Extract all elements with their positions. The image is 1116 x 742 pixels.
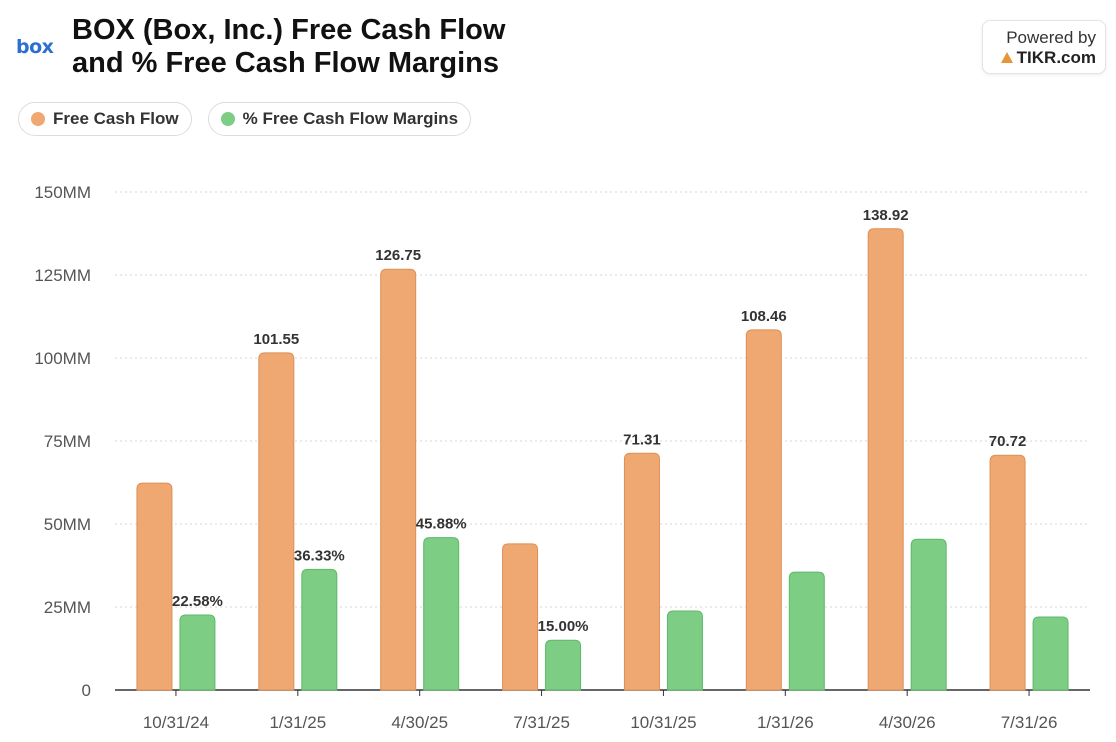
fcf-margin-bar — [910, 538, 947, 691]
fcf-margin-bar — [788, 571, 825, 691]
legend-label: Free Cash Flow — [53, 109, 179, 128]
data-label: 108.46 — [741, 308, 787, 325]
chart-title-line-2: and % Free Cash Flow Margins — [72, 47, 500, 79]
fcf-bar — [380, 268, 417, 691]
data-label: 126.75 — [375, 247, 421, 264]
fcf-bar — [623, 452, 660, 691]
y-tick-label: 100MM — [34, 349, 91, 368]
y-tick-label: 75MM — [44, 432, 91, 451]
fcf-margin-bar — [666, 610, 703, 691]
legend-dot-icon — [220, 112, 235, 126]
fcf-margin-bar — [179, 614, 216, 691]
fcf-bar — [989, 454, 1026, 691]
data-label: 15.00% — [538, 618, 589, 635]
fcf-bar — [502, 543, 539, 691]
data-label: 45.88% — [416, 516, 467, 533]
fcf-bar — [745, 329, 782, 691]
fcf-bar — [136, 482, 173, 691]
data-label: 101.55 — [253, 331, 299, 348]
data-label: 22.58% — [172, 593, 223, 610]
x-tick-label: 1/31/25 — [269, 713, 326, 732]
chart-header: box BOX (Box, Inc.) Free Cash Flow and %… — [0, 0, 1116, 100]
y-tick-label: 25MM — [44, 598, 91, 617]
legend-item-fcf-margins[interactable]: % Free Cash Flow Margins — [207, 102, 472, 136]
powered-by-badge[interactable]: Powered by TIKR.com — [982, 20, 1106, 74]
fcf-margin-bar — [1032, 616, 1069, 691]
fcf-margin-bar — [301, 568, 338, 691]
y-tick-label: 50MM — [44, 515, 91, 534]
data-label: 36.33% — [294, 547, 345, 564]
y-tick-label: 0 — [82, 681, 91, 700]
data-label: 71.31 — [623, 431, 661, 448]
chart-legend: Free Cash Flow % Free Cash Flow Margins — [18, 102, 472, 136]
tikr-logo-icon — [1000, 52, 1013, 63]
fcf-bar — [258, 352, 295, 691]
fcf-margin-bar — [545, 639, 582, 691]
tikr-brand-text: TIKR.com — [1016, 48, 1096, 67]
powered-by-text: Powered by — [1006, 28, 1096, 47]
legend-dot-icon — [31, 112, 45, 126]
fcf-margin-bar — [423, 537, 460, 691]
x-tick-label: 10/31/25 — [630, 713, 696, 732]
x-tick-label: 10/31/24 — [143, 713, 209, 732]
chart-title: BOX (Box, Inc.) Free Cash Flow and % Fre… — [72, 14, 632, 80]
x-tick-label: 1/31/26 — [757, 713, 814, 732]
x-tick-label: 7/31/26 — [1001, 713, 1058, 732]
chart-title-line-1: BOX (Box, Inc.) Free Cash Flow — [72, 14, 506, 46]
data-label: 70.72 — [989, 433, 1027, 450]
y-tick-label: 125MM — [34, 266, 91, 285]
data-label: 138.92 — [863, 207, 909, 224]
box-logo: box — [16, 36, 54, 58]
x-tick-label: 4/30/26 — [879, 713, 936, 732]
legend-item-free-cash-flow[interactable]: Free Cash Flow — [18, 102, 192, 136]
x-tick-label: 4/30/25 — [391, 713, 448, 732]
x-tick-label: 7/31/25 — [513, 713, 570, 732]
tikr-brand: TIKR.com — [983, 48, 1096, 68]
y-tick-label: 150MM — [34, 183, 91, 202]
fcf-bar — [867, 228, 904, 691]
legend-label: % Free Cash Flow Margins — [242, 109, 459, 128]
